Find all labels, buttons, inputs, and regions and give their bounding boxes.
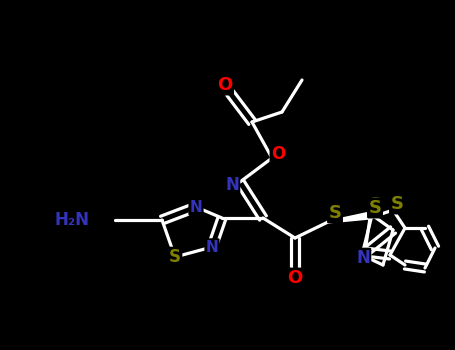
Text: O: O	[271, 145, 285, 163]
Text: S: S	[169, 248, 181, 266]
Text: N: N	[190, 199, 202, 215]
Text: S: S	[329, 204, 342, 222]
Text: N: N	[206, 239, 218, 254]
Text: H₂N: H₂N	[55, 211, 90, 229]
Text: N: N	[356, 249, 370, 267]
Text: S: S	[390, 195, 404, 213]
Text: S: S	[369, 199, 381, 217]
Text: N: N	[225, 176, 239, 194]
Text: O: O	[288, 269, 303, 287]
Text: O: O	[217, 76, 233, 94]
Text: S: S	[369, 196, 381, 214]
